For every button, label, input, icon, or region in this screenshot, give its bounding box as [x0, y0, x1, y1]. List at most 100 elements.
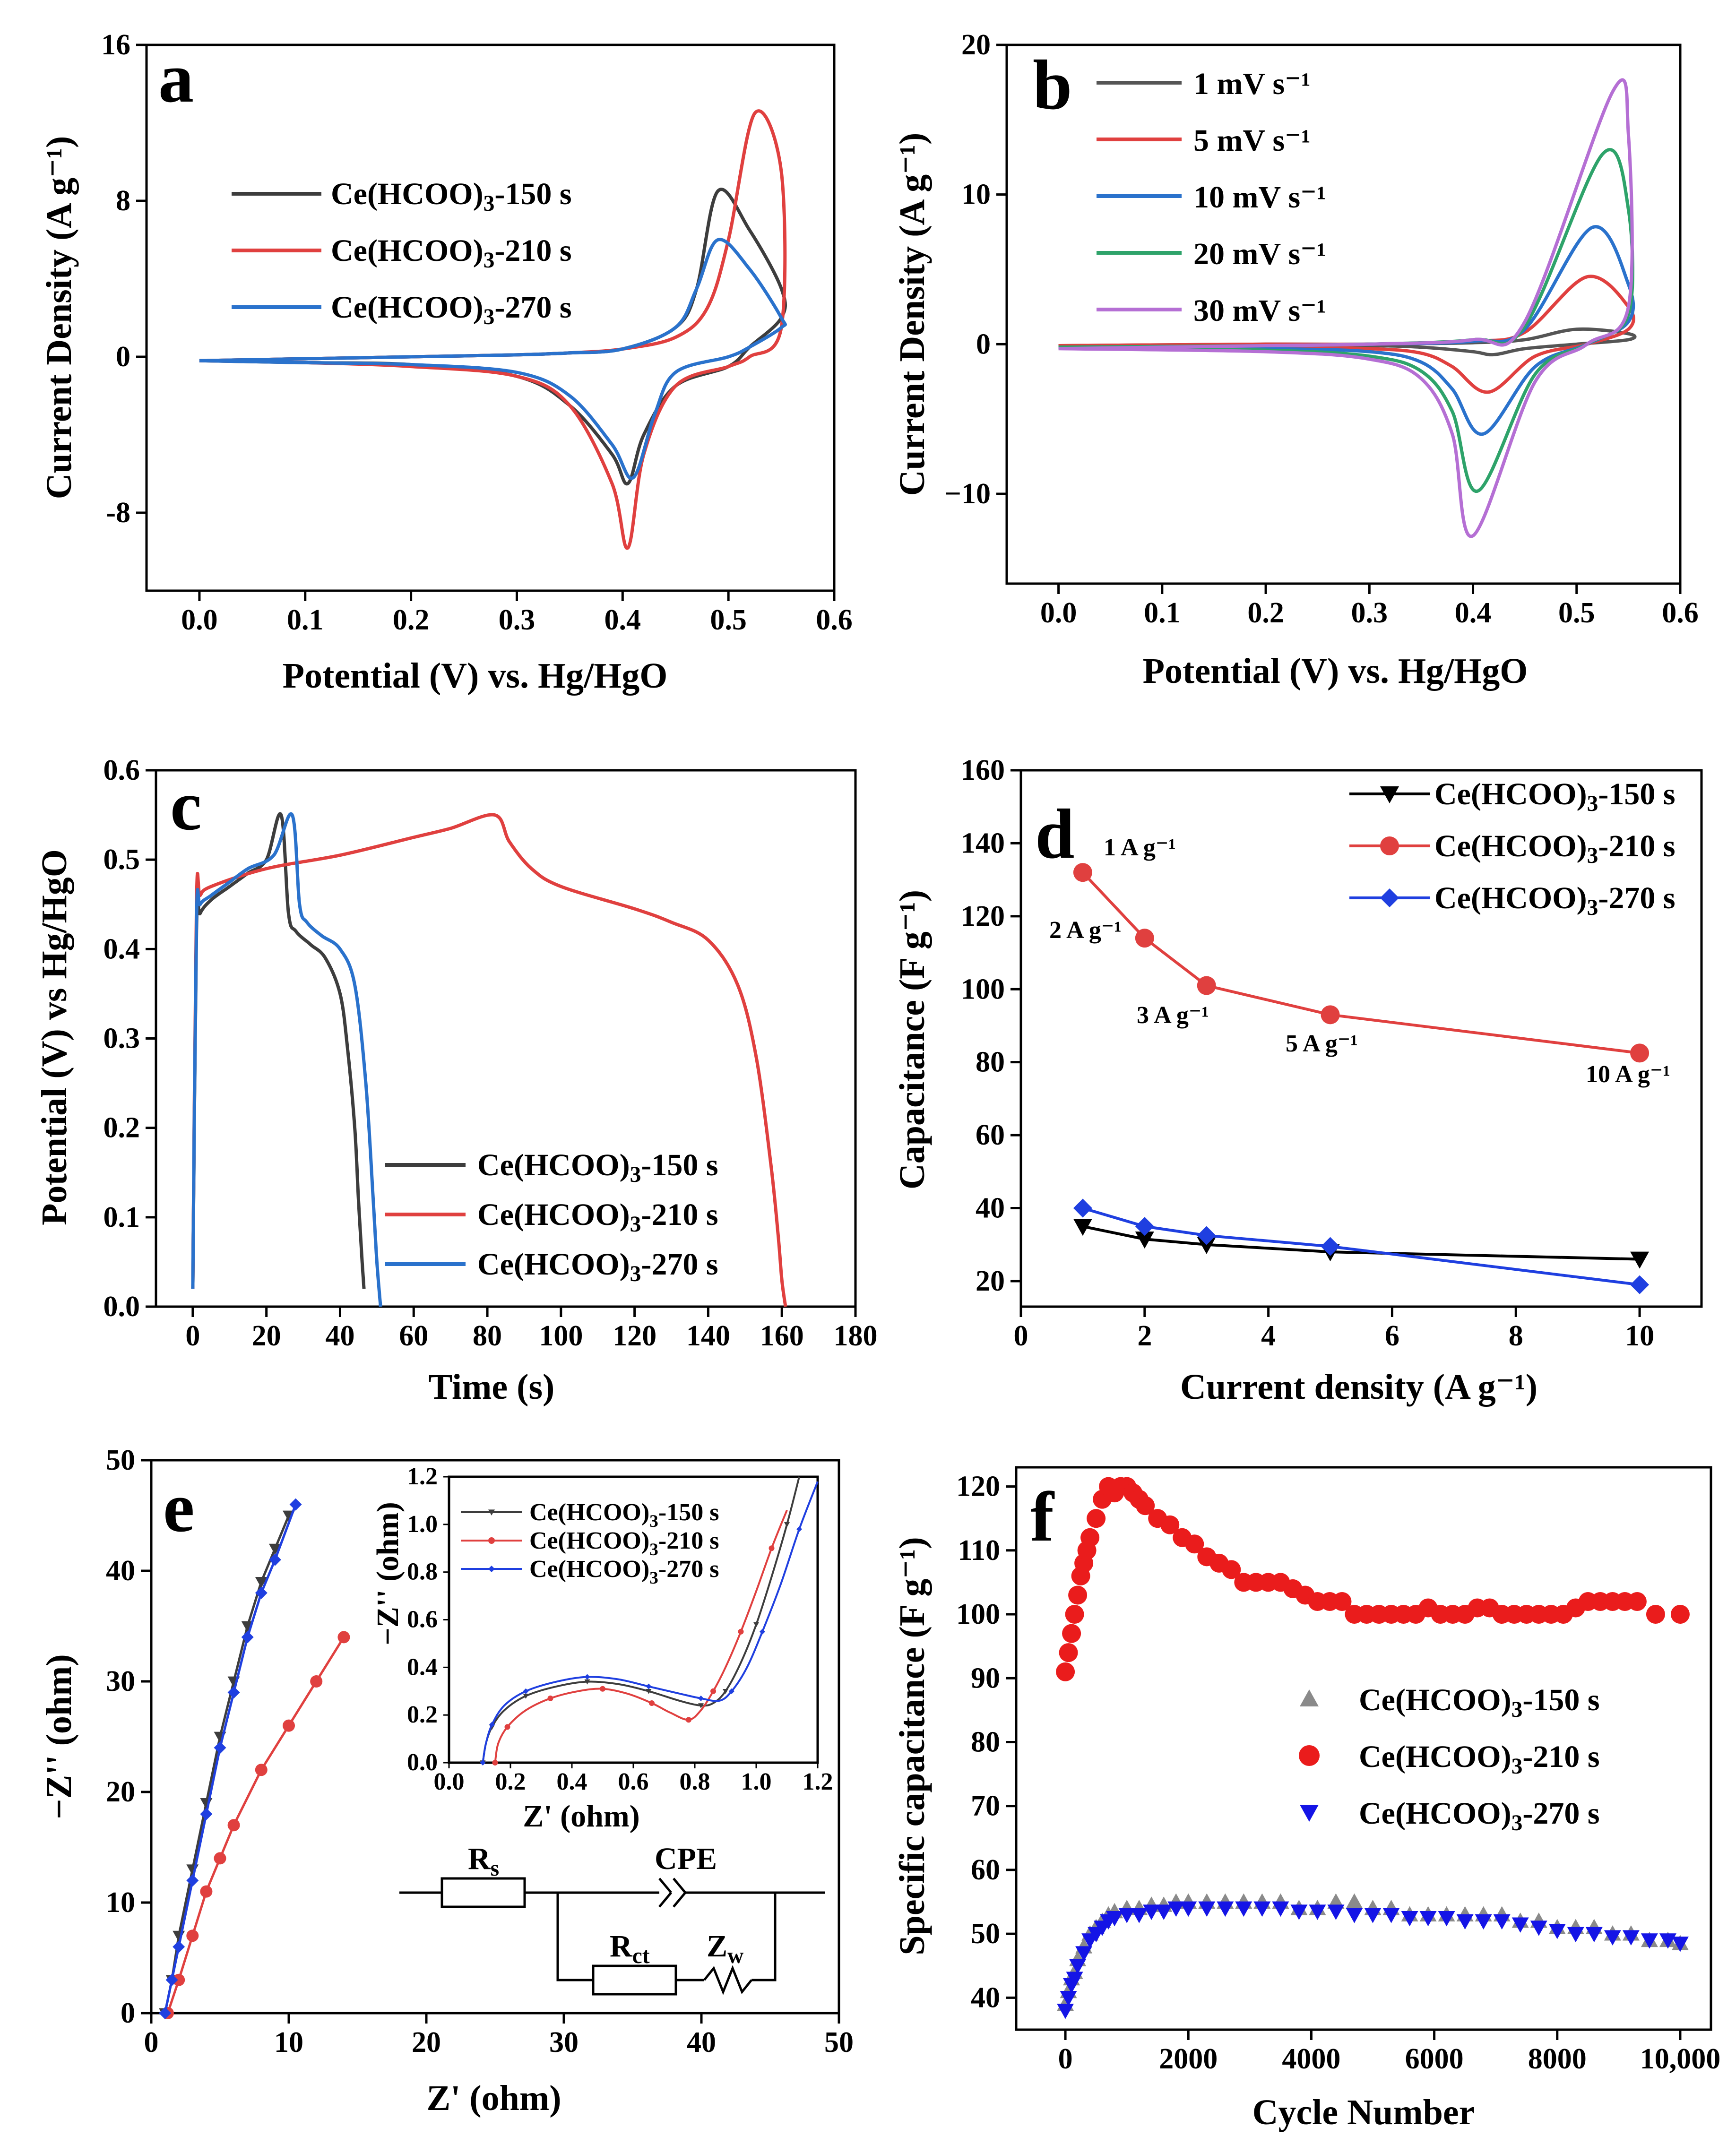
data-point	[1197, 976, 1216, 995]
x-tick-label: 0.1	[1144, 597, 1181, 629]
inset-point	[760, 1628, 765, 1635]
x-tick-label: 8000	[1528, 2043, 1587, 2075]
data-point	[173, 1930, 185, 1942]
y-tick-label: 0.0	[407, 1749, 438, 1776]
inset-point	[723, 1688, 728, 1694]
inset-legend-label: Ce(HCOO)3-210 s	[529, 1527, 719, 1559]
nyquist-line	[164, 1504, 297, 2014]
data-point	[1530, 1921, 1547, 1936]
data-label: 3 A g⁻¹	[1137, 1002, 1209, 1029]
data-point	[1197, 1237, 1216, 1254]
x-tick-label: 60	[399, 1320, 428, 1352]
x-axis-label: Z' (ohm)	[523, 1799, 640, 1834]
legend-label: Ce(HCOO)3-150 s	[1359, 1683, 1600, 1722]
cv-curve	[1058, 225, 1635, 436]
inset-point	[600, 1686, 605, 1692]
x-tick-label: 80	[473, 1320, 502, 1352]
data-point	[1382, 1908, 1400, 1923]
rs-label: Rs	[468, 1842, 499, 1881]
y-tick-label: 40	[971, 1981, 1000, 2014]
data-point	[1272, 1901, 1289, 1917]
legend-label: Ce(HCOO)3-150 s	[331, 177, 572, 216]
x-tick-label: 0.2	[1247, 597, 1284, 629]
series-line	[1082, 1206, 1640, 1286]
data-point	[1567, 1927, 1584, 1943]
y-tick-label: 120	[956, 1471, 1000, 1503]
inset-curve	[482, 1481, 819, 1763]
y-axis-label: Capacitance (F g⁻¹)	[892, 890, 932, 1189]
y-tick-label: 40	[976, 1192, 1005, 1224]
data-point	[200, 1798, 213, 1809]
data-point	[1646, 1605, 1665, 1624]
data-point	[173, 1973, 185, 1986]
data-point	[1080, 1528, 1100, 1547]
x-axis-label: Potential (V) vs. Hg/HgO	[283, 656, 668, 696]
data-label: 1 A g⁻¹	[1104, 834, 1176, 861]
y-tick-label: 16	[101, 29, 130, 61]
data-point	[1604, 1930, 1621, 1946]
y-tick-label: 60	[976, 1119, 1005, 1151]
inset-curve	[494, 1509, 788, 1763]
legend-label: Ce(HCOO)3-270 s	[477, 1247, 718, 1286]
x-tick-label: 10	[1625, 1320, 1654, 1352]
data-point	[186, 1864, 199, 1876]
data-label: 5 A g⁻¹	[1286, 1030, 1358, 1057]
y-tick-label: 1.2	[407, 1463, 438, 1490]
y-tick-label: 90	[971, 1662, 1000, 1694]
inset-point	[646, 1683, 652, 1689]
data-point	[1511, 1917, 1529, 1933]
legend-label: 1 mV s⁻¹	[1193, 67, 1311, 101]
data-point	[1290, 1904, 1308, 1920]
legend-label: 20 mV s⁻¹	[1193, 237, 1326, 271]
data-point	[1327, 1904, 1345, 1920]
y-tick-label: 50	[106, 1444, 135, 1476]
x-tick-label: 30	[549, 2026, 579, 2058]
inset-point	[649, 1700, 655, 1706]
x-tick-label: 8	[1509, 1320, 1523, 1352]
y-tick-label: 1.0	[407, 1511, 438, 1538]
inset-point	[738, 1628, 744, 1635]
legend-label: 30 mV s⁻¹	[1193, 293, 1326, 328]
x-tick-label: 0.2	[393, 604, 430, 636]
y-tick-label: 100	[956, 1598, 1000, 1630]
data-point	[337, 1631, 350, 1644]
data-point	[1321, 1005, 1340, 1025]
data-point	[268, 1553, 281, 1566]
data-label: 2 A g⁻¹	[1049, 917, 1122, 944]
y-tick-label: 70	[971, 1790, 1000, 1822]
y-tick-label: 10	[106, 1886, 135, 1919]
warburg-symbol	[703, 1965, 752, 1995]
x-tick-label: 0.8	[680, 1768, 710, 1795]
data-point	[1438, 1911, 1455, 1927]
x-axis-label: Current density (A g⁻¹)	[1180, 1367, 1537, 1407]
inset-point	[504, 1724, 510, 1730]
cpe-symbol	[658, 1892, 672, 1908]
panel-label: e	[163, 1468, 195, 1547]
panel-c: 0 20 40 60 80 100 120 140 160 180 0.0 0.1 0.2 0.3 0.4 0…	[35, 754, 878, 1407]
x-tick-label: 0	[185, 1320, 200, 1352]
data-point	[1057, 2004, 1074, 2019]
zw-label: Zw	[707, 1929, 744, 1968]
x-tick-label: 0	[144, 2026, 159, 2058]
x-tick-label: 40	[325, 1320, 354, 1352]
data-point	[165, 1973, 178, 1986]
y-tick-label: 60	[971, 1854, 1000, 1886]
data-point	[1493, 1914, 1511, 1930]
y-tick-label: 0	[116, 341, 130, 373]
inset-point	[769, 1545, 775, 1551]
panel-b: 0.0 0.1 0.2 0.3 0.4 0.5 0.6 −10 0 10 20 b Current De…	[892, 29, 1699, 691]
data-point	[200, 1808, 213, 1820]
data-point	[1630, 1275, 1650, 1294]
inset-point	[710, 1688, 716, 1694]
inset-point	[584, 1674, 590, 1680]
inset-point	[698, 1695, 704, 1701]
y-tick-label: 8	[116, 185, 130, 217]
legend-label: Ce(HCOO)3-270 s	[331, 290, 572, 329]
data-point	[1622, 1930, 1640, 1946]
x-tick-label: 2000	[1159, 2043, 1218, 2075]
legend-marker	[1380, 888, 1399, 907]
y-tick-label: 0	[976, 328, 991, 360]
data-point	[1135, 929, 1154, 948]
x-axis-label: Z' (ohm)	[427, 2078, 561, 2118]
cpe-label: CPE	[655, 1842, 717, 1876]
